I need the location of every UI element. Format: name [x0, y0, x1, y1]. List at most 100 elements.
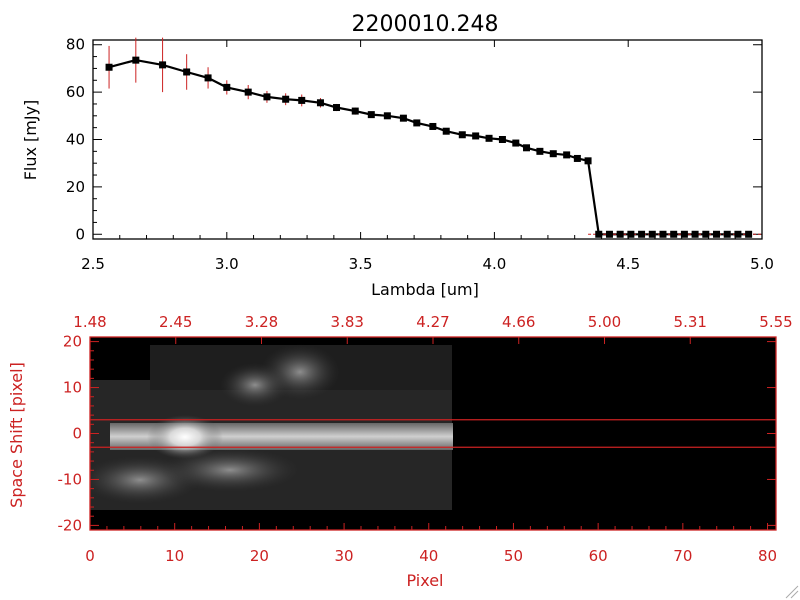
- spectrum-point: [351, 107, 359, 115]
- chart-title: 2200010.248: [352, 12, 499, 37]
- spectrum-point: [573, 154, 581, 162]
- spectrum-point: [563, 151, 571, 159]
- spectrum-panel: 2.5 3.0 3.5 4.0 4.5 5.0 0 20 40 60 80 Lambda [um]…: [21, 36, 774, 299]
- image-x-tick-label: 80: [758, 547, 777, 565]
- spectrum-point: [333, 104, 341, 112]
- emission-blob-lower: [160, 448, 300, 492]
- spectrum-point: [680, 230, 688, 238]
- masked-region: [453, 337, 776, 530]
- spectrum-x-tick-label: 2.5: [81, 255, 105, 273]
- resize-grip-icon[interactable]: [785, 585, 799, 599]
- spectrum-point: [429, 122, 437, 130]
- image-top-tick-label: 4.27: [416, 313, 449, 331]
- spectrum-point: [605, 230, 613, 238]
- image-x-tick-label: 30: [335, 547, 354, 565]
- image-x-tick-label: 40: [419, 547, 438, 565]
- spectrum-y-ticks: 0 20 40 60 80: [66, 36, 762, 243]
- spectrum-point: [472, 132, 480, 140]
- image-x-tick-label: 20: [250, 547, 269, 565]
- image-y-ticks: -20 -10 0 10 20: [58, 333, 776, 534]
- spectrum-point: [458, 131, 466, 139]
- spectrum-point: [638, 230, 646, 238]
- spectrum-point: [282, 95, 290, 103]
- spectrum-point: [244, 88, 252, 96]
- spectrum-point: [105, 63, 113, 71]
- spectrum-point: [367, 111, 375, 119]
- spectral-trace-peak: [147, 415, 223, 459]
- image-wavelength-ticks: 1.48 2.45 3.28 3.83 4.27 4.66 5.00 5.31 5.55: [73, 313, 793, 344]
- image-y-tick-label: -10: [58, 470, 83, 488]
- spectrum-point: [659, 230, 667, 238]
- image-top-tick-label: 2.45: [159, 313, 192, 331]
- image-top-tick-label: 3.83: [331, 313, 364, 331]
- image-top-tick-label: 5.31: [674, 313, 707, 331]
- image-top-tick-label: 4.66: [502, 313, 535, 331]
- spectrum-x-tick-label: 5.0: [750, 255, 774, 273]
- spectrum-point: [723, 230, 731, 238]
- spectrum-point: [616, 230, 624, 238]
- spectrum-point: [734, 230, 742, 238]
- image-x-tick-label: 0: [85, 547, 95, 565]
- image-y-axis-label: Space Shift [pixel]: [7, 362, 26, 508]
- image-signal: [90, 337, 776, 530]
- spectrum-point: [512, 139, 520, 147]
- spectrum-point: [159, 61, 167, 69]
- image-panel: 0 10 20 30 40 50 60 70 80 -20 -10 0 10 20 1.48 2.45 3.…: [7, 313, 793, 590]
- spectrum-x-tick-label: 3.0: [215, 255, 239, 273]
- spectrum-point: [691, 230, 699, 238]
- image-top-tick-label: 5.00: [588, 313, 621, 331]
- image-y-tick-label: 10: [63, 379, 82, 397]
- spectrum-point: [183, 68, 191, 76]
- spectrum-point: [745, 230, 753, 238]
- image-y-tick-label: -20: [58, 516, 83, 534]
- spectrum-x-axis-label: Lambda [um]: [371, 280, 479, 299]
- spectrum-point: [204, 74, 212, 82]
- image-x-tick-label: 50: [504, 547, 523, 565]
- image-y-tick-label: 20: [63, 333, 82, 351]
- spectrum-y-tick-label: 60: [66, 83, 85, 101]
- spectrum-x-tick-label: 4.5: [616, 255, 640, 273]
- image-x-ticks: 0 10 20 30 40 50 60 70 80: [85, 523, 777, 565]
- image-top-tick-label: 1.48: [73, 313, 106, 331]
- spectrum-point: [702, 230, 710, 238]
- spectrum-point: [223, 83, 231, 91]
- spectrum-x-tick-label: 4.0: [482, 255, 506, 273]
- spectrum-point: [713, 230, 721, 238]
- spectrum-points: [105, 56, 753, 238]
- spectrum-point: [298, 96, 306, 104]
- spectrum-y-axis-label: Flux [mJy]: [21, 100, 40, 181]
- spectrum-x-ticks: 2.5 3.0 3.5 4.0 4.5 5.0: [81, 40, 774, 273]
- spectrum-y-tick-label: 20: [66, 178, 85, 196]
- emission-blob-mid: [220, 363, 290, 407]
- spectrum-point: [523, 144, 531, 152]
- spectrum-point: [485, 134, 493, 142]
- spectrum-point: [627, 230, 635, 238]
- spectrum-point: [132, 56, 140, 64]
- spectrum-point: [316, 99, 324, 107]
- image-top-tick-label: 5.55: [759, 313, 792, 331]
- image-x-tick-label: 60: [589, 547, 608, 565]
- spectrum-point: [648, 230, 656, 238]
- spectrum-point: [595, 230, 603, 238]
- spectrum-y-tick-label: 80: [66, 36, 85, 54]
- spectrum-point: [383, 112, 391, 120]
- extraction-aperture-lines: [90, 419, 776, 448]
- spectrum-point: [549, 150, 557, 158]
- spectrum-y-tick-label: 0: [75, 225, 85, 243]
- spectrum-point: [442, 127, 450, 135]
- spectrum-point: [670, 230, 678, 238]
- spectrum-y-tick-label: 40: [66, 131, 85, 149]
- image-x-tick-label: 10: [165, 547, 184, 565]
- spectrum-point: [536, 147, 544, 155]
- spectrum-point: [263, 93, 271, 101]
- spectrum-x-tick-label: 3.5: [349, 255, 373, 273]
- spectrum-point: [413, 119, 421, 127]
- spectrum-point: [399, 114, 407, 122]
- spectrum-point: [498, 136, 506, 143]
- spectrum-plot-frame: [92, 39, 763, 240]
- spectrum-point: [584, 157, 592, 165]
- image-y-tick-label: 0: [72, 425, 82, 443]
- image-x-tick-label: 70: [673, 547, 692, 565]
- image-x-axis-label: Pixel: [406, 571, 443, 590]
